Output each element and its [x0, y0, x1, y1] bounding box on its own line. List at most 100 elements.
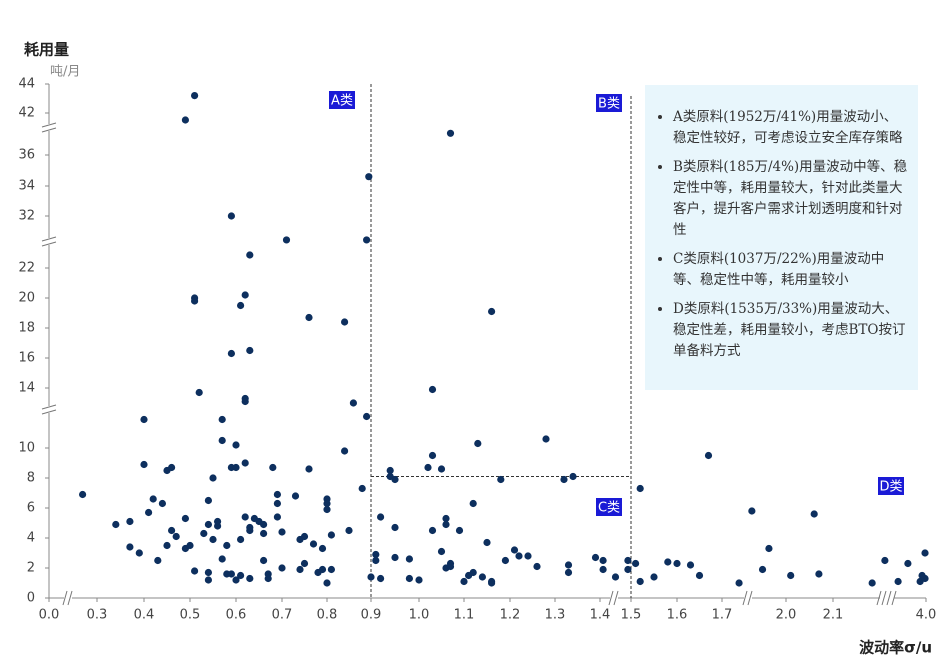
- point: [501, 556, 509, 565]
- point: [533, 562, 541, 571]
- category-label-box: [878, 477, 904, 495]
- point: [758, 565, 767, 574]
- point: [168, 463, 176, 472]
- point: [599, 565, 607, 574]
- y-tick-label: 18: [18, 321, 35, 336]
- point: [564, 568, 573, 577]
- point: [232, 576, 240, 584]
- point: [273, 490, 281, 499]
- y-tick-label: 10: [18, 441, 35, 456]
- point: [341, 447, 349, 455]
- point: [515, 552, 523, 560]
- point: [204, 496, 212, 505]
- point: [246, 523, 254, 532]
- point: [126, 543, 134, 551]
- point: [204, 576, 212, 584]
- point: [483, 538, 491, 547]
- point: [172, 532, 180, 541]
- point: [442, 520, 450, 529]
- point: [291, 492, 300, 500]
- x-tick-label: 1.3: [545, 608, 566, 623]
- point: [349, 399, 357, 407]
- point: [686, 561, 695, 569]
- point: [624, 565, 632, 574]
- y-tick-label: 36: [18, 148, 35, 163]
- x-tick-label: 1.0: [409, 608, 430, 623]
- x-axis-title: 波动率σ/u: [859, 639, 932, 657]
- point: [624, 556, 632, 565]
- note: A类原料(1952万/41%)用量波动小、稳定性较好，可考虑设立安全库存策略: [673, 107, 908, 149]
- y-tick-label: 4: [27, 531, 35, 546]
- point: [260, 520, 268, 529]
- y-axis-unit: 吨/月: [50, 65, 80, 80]
- point: [478, 573, 486, 581]
- point: [149, 495, 157, 503]
- point: [868, 579, 876, 587]
- point: [455, 526, 464, 535]
- point: [735, 579, 743, 587]
- point: [209, 474, 217, 482]
- point: [524, 552, 532, 560]
- point: [446, 562, 455, 571]
- point: [264, 574, 272, 583]
- point: [881, 556, 889, 565]
- point: [241, 513, 249, 521]
- x-tick-label: 1.6: [667, 608, 688, 623]
- point: [488, 579, 496, 587]
- point: [309, 540, 318, 548]
- point: [632, 559, 640, 568]
- point: [200, 529, 208, 538]
- point: [367, 573, 375, 581]
- point: [191, 92, 199, 100]
- point: [365, 173, 373, 181]
- point: [195, 388, 203, 397]
- y-tick-label: 6: [27, 501, 35, 516]
- point: [391, 523, 399, 532]
- point: [218, 415, 226, 424]
- point: [474, 439, 482, 448]
- point: [181, 514, 189, 523]
- point: [305, 465, 313, 473]
- point: [748, 507, 756, 515]
- point: [79, 490, 87, 499]
- point: [223, 541, 231, 550]
- point: [611, 573, 620, 581]
- point: [323, 495, 331, 503]
- point: [437, 465, 446, 473]
- category-label-box: [596, 498, 622, 516]
- info-box: A类原料(1952万/41%)用量波动小、稳定性较好，可考虑设立安全库存策略 B…: [645, 85, 918, 390]
- point: [112, 520, 120, 529]
- x-tick-label: 1.4: [590, 608, 611, 623]
- point: [904, 559, 912, 568]
- point: [650, 573, 658, 581]
- point: [241, 459, 249, 467]
- point: [599, 556, 607, 565]
- point: [300, 559, 309, 568]
- category-label-box: [329, 91, 355, 109]
- note: D类原料(1535万/33%)用量波动大、稳定性差，耗用量较小，考虑BTO按订单…: [673, 299, 908, 362]
- point: [569, 472, 577, 481]
- point: [437, 547, 446, 556]
- point: [323, 505, 331, 514]
- point: [460, 577, 468, 586]
- point: [564, 561, 573, 569]
- point: [246, 251, 254, 259]
- point: [372, 550, 380, 559]
- x-tick-label: 0.9: [361, 608, 382, 623]
- y-tick-label: 8: [27, 471, 35, 486]
- point: [269, 463, 277, 472]
- point: [237, 535, 245, 544]
- x-tick-label: 2.1: [823, 608, 844, 623]
- point: [323, 579, 331, 587]
- point: [318, 565, 327, 574]
- point: [237, 301, 245, 310]
- x-tick-label: 1.5: [621, 608, 642, 623]
- y-tick-label: 44: [18, 77, 35, 92]
- point: [186, 541, 194, 550]
- point: [787, 571, 795, 580]
- x-tick-label: 0.6: [226, 608, 247, 623]
- point: [377, 513, 385, 521]
- point: [140, 460, 148, 469]
- point: [358, 484, 366, 493]
